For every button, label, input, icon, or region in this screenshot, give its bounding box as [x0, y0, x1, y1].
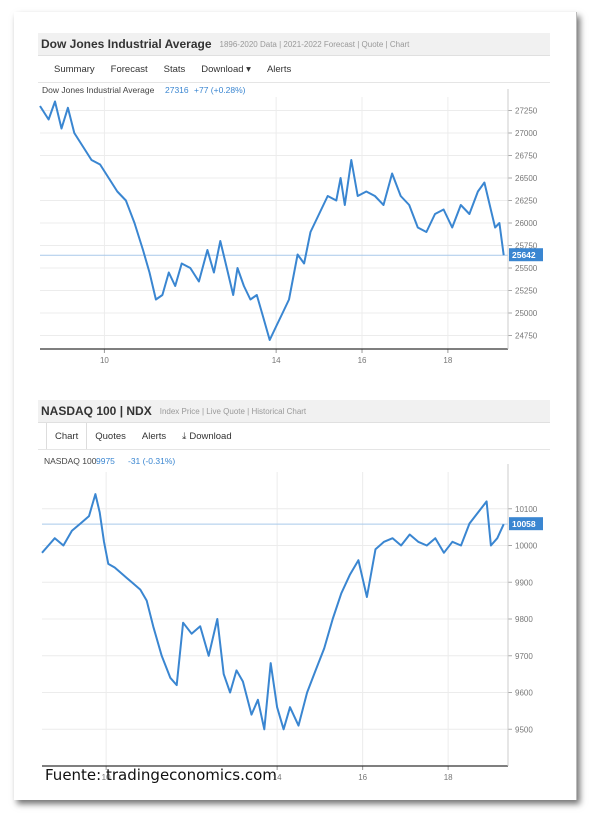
- ndx-panel: NASDAQ 100 | NDX Index Price | Live Quot…: [38, 400, 550, 795]
- y-tick-label: 27250: [515, 107, 538, 116]
- series-line: [39, 100, 505, 341]
- tab-download-ndx[interactable]: ⤓ Download: [174, 423, 239, 449]
- y-tick-label: 26500: [515, 174, 538, 183]
- ndx-subtitle[interactable]: Index Price | Live Quote | Historical Ch…: [159, 406, 307, 416]
- y-tick-label: 9900: [515, 578, 533, 587]
- y-tick-label: 9800: [515, 615, 533, 624]
- series-line: [41, 493, 505, 731]
- chart-background: [42, 464, 512, 770]
- y-tick-label: 25750: [515, 242, 538, 251]
- last-value-badge: [509, 248, 543, 262]
- dow-tabs: Summary Forecast Stats Download ▾ Alerts: [38, 56, 550, 83]
- dow-legend-change: +77 (+0.28%): [194, 85, 246, 95]
- tab-download[interactable]: Download ▾: [201, 63, 251, 75]
- dow-title-bar: Dow Jones Industrial Average 1896-2020 D…: [38, 33, 550, 56]
- tab-chart[interactable]: Chart: [46, 423, 88, 449]
- y-tick-label: 10100: [515, 505, 538, 514]
- dow-last-label: 25642: [512, 250, 536, 260]
- dow-chart[interactable]: Dow Jones Industrial Average 27316 +77 (…: [38, 83, 550, 373]
- x-tick-label: 16: [358, 773, 367, 782]
- ndx-tabs: Chart Quotes Alerts ⤓ Download: [38, 423, 550, 450]
- ndx-chart[interactable]: NASDAQ 100 9975 -31 (-0.31%) 9500 9600 970…: [38, 450, 550, 790]
- ndx-title: NASDAQ 100 | NDX: [41, 404, 152, 418]
- dow-legend-name: Dow Jones Industrial Average: [42, 85, 155, 95]
- y-tick-label: 27000: [515, 129, 538, 138]
- x-tick-label: 14: [273, 773, 282, 782]
- chart-background: [40, 89, 512, 353]
- y-tick-label: 25500: [515, 264, 538, 273]
- ndx-legend-value: 9975: [96, 456, 115, 466]
- y-tick-label: 24750: [515, 332, 538, 341]
- y-tick-label: 26750: [515, 152, 538, 161]
- x-tick-label: 10: [100, 356, 109, 365]
- ndx-title-bar: NASDAQ 100 | NDX Index Price | Live Quot…: [38, 400, 550, 423]
- x-tick-label: 18: [443, 356, 452, 365]
- dow-subtitle[interactable]: 1896-2020 Data | 2021-2022 Forecast | Qu…: [219, 39, 410, 49]
- y-tick-label: 9600: [515, 689, 533, 698]
- tab-summary[interactable]: Summary: [54, 63, 95, 75]
- tab-quotes[interactable]: Quotes: [95, 430, 126, 442]
- x-tick-label: 10: [102, 773, 111, 782]
- x-tick-label: 16: [358, 356, 367, 365]
- dow-panel: Dow Jones Industrial Average 1896-2020 D…: [38, 33, 550, 378]
- y-tick-label: 9700: [515, 652, 533, 661]
- dow-legend-value: 27316: [165, 85, 189, 95]
- tab-alerts[interactable]: Alerts: [266, 63, 292, 75]
- y-tick-label: 10000: [515, 542, 538, 551]
- tab-alerts-ndx[interactable]: Alerts: [141, 430, 167, 442]
- tab-forecast[interactable]: Forecast: [110, 63, 148, 75]
- tab-stats[interactable]: Stats: [163, 63, 186, 75]
- x-tick-label: 14: [272, 356, 281, 365]
- download-icon: ⤓: [182, 430, 187, 442]
- y-tick-label: 25000: [515, 309, 538, 318]
- y-tick-label: 26250: [515, 197, 538, 206]
- x-tick-label: 18: [444, 773, 453, 782]
- y-tick-label: 26000: [515, 219, 538, 228]
- ndx-legend-name: NASDAQ 100: [44, 456, 97, 466]
- y-tick-label: 9500: [515, 725, 533, 734]
- source-caption: Fuente: tradingeconomics.com: [45, 766, 277, 784]
- y-tick-label: 25250: [515, 287, 538, 296]
- last-value-badge: [509, 517, 543, 531]
- download-label: Download: [189, 430, 232, 442]
- dow-title: Dow Jones Industrial Average: [41, 37, 212, 51]
- ndx-legend-change: -31 (-0.31%): [128, 456, 175, 466]
- ndx-last-label: 10058: [512, 519, 536, 529]
